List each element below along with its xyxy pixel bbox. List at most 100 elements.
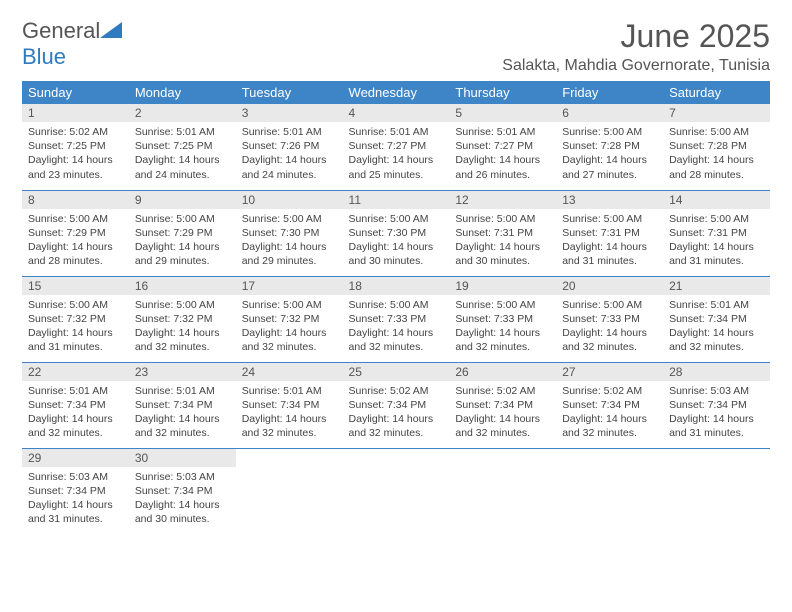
daylight-text-line2: and 32 minutes. (28, 426, 123, 440)
day-number: 4 (343, 104, 450, 122)
calendar-day-cell: 15Sunrise: 5:00 AMSunset: 7:32 PMDayligh… (22, 276, 129, 362)
logo: General Blue (22, 18, 122, 70)
sunrise-text: Sunrise: 5:02 AM (455, 384, 550, 398)
daylight-text-line2: and 25 minutes. (349, 168, 444, 182)
calendar-day-cell: 16Sunrise: 5:00 AMSunset: 7:32 PMDayligh… (129, 276, 236, 362)
day-number: 5 (449, 104, 556, 122)
calendar-week-row: 15Sunrise: 5:00 AMSunset: 7:32 PMDayligh… (22, 276, 770, 362)
day-details: Sunrise: 5:01 AMSunset: 7:34 PMDaylight:… (22, 381, 129, 447)
calendar-day-cell: 25Sunrise: 5:02 AMSunset: 7:34 PMDayligh… (343, 362, 450, 448)
calendar-table: Sunday Monday Tuesday Wednesday Thursday… (22, 81, 770, 534)
day-number: 17 (236, 277, 343, 295)
calendar-body: 1Sunrise: 5:02 AMSunset: 7:25 PMDaylight… (22, 104, 770, 534)
daylight-text-line1: Daylight: 14 hours (562, 240, 657, 254)
sunrise-text: Sunrise: 5:03 AM (669, 384, 764, 398)
sunset-text: Sunset: 7:30 PM (349, 226, 444, 240)
sunset-text: Sunset: 7:34 PM (28, 398, 123, 412)
day-details: Sunrise: 5:03 AMSunset: 7:34 PMDaylight:… (663, 381, 770, 447)
day-details: Sunrise: 5:02 AMSunset: 7:34 PMDaylight:… (449, 381, 556, 447)
calendar-day-cell: 2Sunrise: 5:01 AMSunset: 7:25 PMDaylight… (129, 104, 236, 190)
calendar-day-cell: 30Sunrise: 5:03 AMSunset: 7:34 PMDayligh… (129, 448, 236, 534)
day-details: Sunrise: 5:00 AMSunset: 7:32 PMDaylight:… (236, 295, 343, 361)
day-details: Sunrise: 5:03 AMSunset: 7:34 PMDaylight:… (22, 467, 129, 533)
day-header-fri: Friday (556, 81, 663, 104)
calendar-day-cell: 23Sunrise: 5:01 AMSunset: 7:34 PMDayligh… (129, 362, 236, 448)
daylight-text-line1: Daylight: 14 hours (562, 153, 657, 167)
daylight-text-line1: Daylight: 14 hours (135, 412, 230, 426)
sunset-text: Sunset: 7:34 PM (242, 398, 337, 412)
daylight-text-line1: Daylight: 14 hours (455, 412, 550, 426)
daylight-text-line2: and 32 minutes. (455, 426, 550, 440)
daylight-text-line1: Daylight: 14 hours (28, 326, 123, 340)
daylight-text-line2: and 27 minutes. (562, 168, 657, 182)
day-details: Sunrise: 5:00 AMSunset: 7:32 PMDaylight:… (129, 295, 236, 361)
daylight-text-line1: Daylight: 14 hours (455, 240, 550, 254)
calendar-week-row: 8Sunrise: 5:00 AMSunset: 7:29 PMDaylight… (22, 190, 770, 276)
day-number: 30 (129, 449, 236, 467)
sunrise-text: Sunrise: 5:01 AM (242, 125, 337, 139)
sunrise-text: Sunrise: 5:00 AM (455, 212, 550, 226)
sunset-text: Sunset: 7:26 PM (242, 139, 337, 153)
calendar-day-cell (556, 448, 663, 534)
daylight-text-line2: and 24 minutes. (135, 168, 230, 182)
location-label: Salakta, Mahdia Governorate, Tunisia (502, 57, 770, 75)
day-number: 11 (343, 191, 450, 209)
daylight-text-line2: and 31 minutes. (562, 254, 657, 268)
calendar-day-cell: 22Sunrise: 5:01 AMSunset: 7:34 PMDayligh… (22, 362, 129, 448)
daylight-text-line1: Daylight: 14 hours (669, 153, 764, 167)
sunset-text: Sunset: 7:34 PM (669, 398, 764, 412)
day-details: Sunrise: 5:01 AMSunset: 7:27 PMDaylight:… (343, 122, 450, 188)
sunset-text: Sunset: 7:31 PM (562, 226, 657, 240)
calendar-day-cell: 27Sunrise: 5:02 AMSunset: 7:34 PMDayligh… (556, 362, 663, 448)
day-header-wed: Wednesday (343, 81, 450, 104)
calendar-day-cell: 7Sunrise: 5:00 AMSunset: 7:28 PMDaylight… (663, 104, 770, 190)
sunrise-text: Sunrise: 5:02 AM (562, 384, 657, 398)
daylight-text-line1: Daylight: 14 hours (135, 240, 230, 254)
day-details: Sunrise: 5:00 AMSunset: 7:29 PMDaylight:… (129, 209, 236, 275)
sunset-text: Sunset: 7:27 PM (349, 139, 444, 153)
sunrise-text: Sunrise: 5:01 AM (28, 384, 123, 398)
calendar-day-cell: 21Sunrise: 5:01 AMSunset: 7:34 PMDayligh… (663, 276, 770, 362)
daylight-text-line2: and 30 minutes. (135, 512, 230, 526)
daylight-text-line2: and 28 minutes. (669, 168, 764, 182)
daylight-text-line1: Daylight: 14 hours (562, 412, 657, 426)
calendar-page: General Blue June 2025 Salakta, Mahdia G… (0, 0, 792, 552)
day-number: 8 (22, 191, 129, 209)
calendar-day-cell: 20Sunrise: 5:00 AMSunset: 7:33 PMDayligh… (556, 276, 663, 362)
calendar-day-cell (236, 448, 343, 534)
sunrise-text: Sunrise: 5:01 AM (135, 384, 230, 398)
sunrise-text: Sunrise: 5:00 AM (349, 212, 444, 226)
day-header-mon: Monday (129, 81, 236, 104)
daylight-text-line1: Daylight: 14 hours (28, 240, 123, 254)
day-number: 16 (129, 277, 236, 295)
day-details: Sunrise: 5:00 AMSunset: 7:33 PMDaylight:… (556, 295, 663, 361)
sunset-text: Sunset: 7:32 PM (242, 312, 337, 326)
day-number: 10 (236, 191, 343, 209)
sunset-text: Sunset: 7:34 PM (135, 398, 230, 412)
daylight-text-line1: Daylight: 14 hours (135, 153, 230, 167)
sunrise-text: Sunrise: 5:01 AM (242, 384, 337, 398)
calendar-day-cell: 29Sunrise: 5:03 AMSunset: 7:34 PMDayligh… (22, 448, 129, 534)
daylight-text-line2: and 31 minutes. (669, 254, 764, 268)
sunset-text: Sunset: 7:29 PM (135, 226, 230, 240)
sunset-text: Sunset: 7:33 PM (455, 312, 550, 326)
sunset-text: Sunset: 7:29 PM (28, 226, 123, 240)
daylight-text-line1: Daylight: 14 hours (349, 240, 444, 254)
day-number: 24 (236, 363, 343, 381)
calendar-day-cell: 17Sunrise: 5:00 AMSunset: 7:32 PMDayligh… (236, 276, 343, 362)
daylight-text-line1: Daylight: 14 hours (455, 153, 550, 167)
daylight-text-line2: and 29 minutes. (135, 254, 230, 268)
daylight-text-line1: Daylight: 14 hours (135, 498, 230, 512)
daylight-text-line2: and 32 minutes. (562, 426, 657, 440)
day-header-sat: Saturday (663, 81, 770, 104)
sunset-text: Sunset: 7:31 PM (669, 226, 764, 240)
calendar-week-row: 22Sunrise: 5:01 AMSunset: 7:34 PMDayligh… (22, 362, 770, 448)
day-details: Sunrise: 5:00 AMSunset: 7:28 PMDaylight:… (663, 122, 770, 188)
day-header-tue: Tuesday (236, 81, 343, 104)
sunrise-text: Sunrise: 5:01 AM (349, 125, 444, 139)
sunrise-text: Sunrise: 5:00 AM (455, 298, 550, 312)
sunset-text: Sunset: 7:34 PM (562, 398, 657, 412)
daylight-text-line2: and 32 minutes. (562, 340, 657, 354)
sunset-text: Sunset: 7:30 PM (242, 226, 337, 240)
sunset-text: Sunset: 7:34 PM (135, 484, 230, 498)
